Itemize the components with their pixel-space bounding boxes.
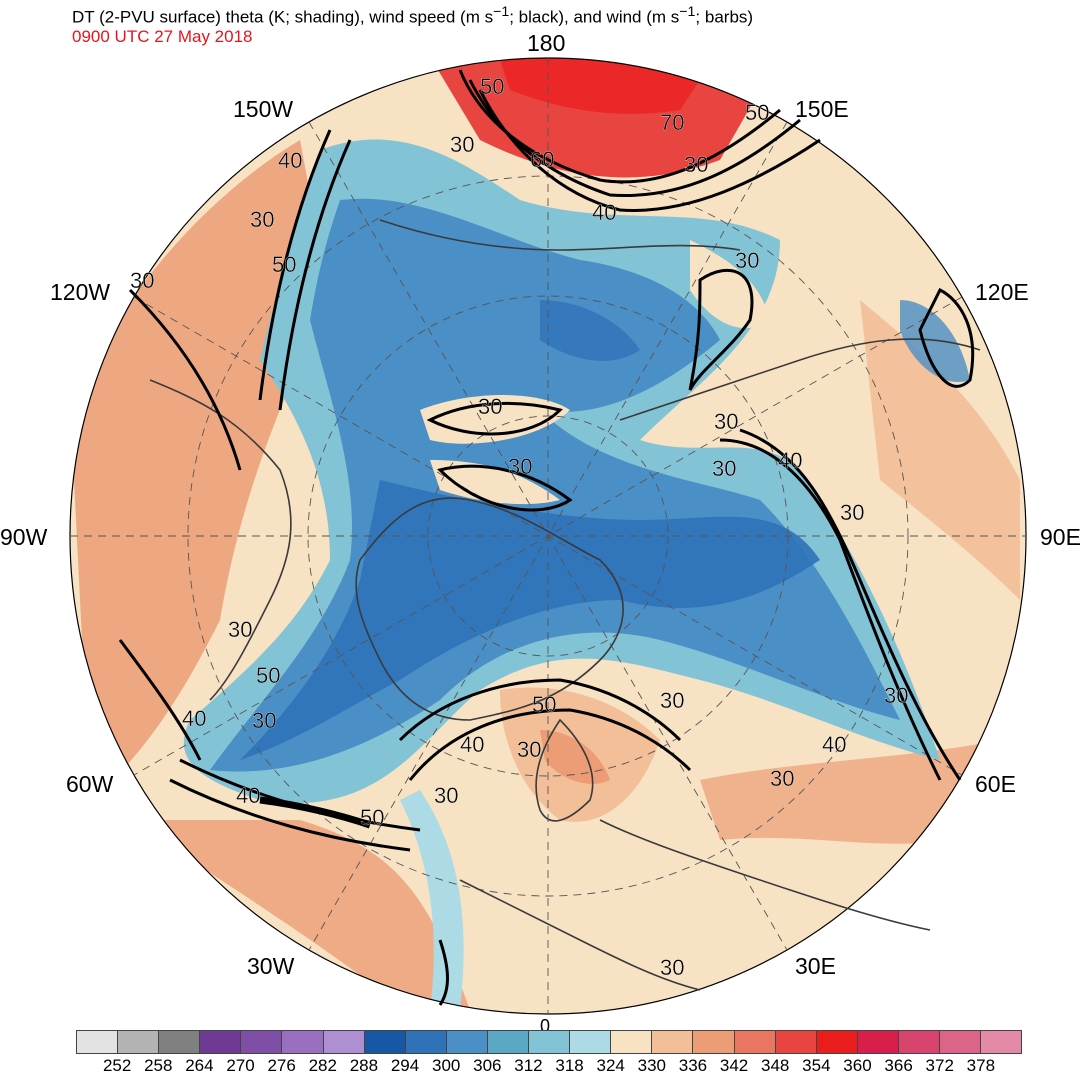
lon-label-60e: 60E — [975, 771, 1016, 797]
colorbar-swatch — [775, 1031, 817, 1053]
contour-label: 30 — [684, 152, 708, 177]
lon-label-30e: 30E — [795, 953, 836, 979]
colorbar-swatch — [241, 1031, 283, 1053]
theta-colorbar — [76, 1030, 1022, 1054]
map-title: DT (2-PVU surface) theta (K; shading), w… — [72, 4, 754, 27]
colorbar-swatch — [693, 1031, 735, 1053]
lon-label-180: 180 — [527, 30, 566, 56]
colorbar-swatch — [652, 1031, 694, 1053]
colorbar-label: 330 — [637, 1056, 666, 1075]
colorbar-swatch — [282, 1031, 324, 1053]
lon-label-90w: 90W — [0, 524, 48, 550]
contour-label: 30 — [770, 766, 794, 791]
contour-label: 30 — [714, 409, 738, 434]
colorbar-label: 318 — [555, 1056, 584, 1075]
colorbar-swatch — [200, 1031, 242, 1053]
colorbar-label: 354 — [802, 1056, 831, 1075]
lon-label-90e: 90E — [1040, 524, 1081, 550]
contour-label: 40 — [778, 448, 802, 473]
contour-label: 60 — [530, 147, 554, 172]
contour-label: 30 — [450, 132, 474, 157]
colorbar-label: 270 — [226, 1056, 255, 1075]
colorbar-swatch — [118, 1031, 160, 1053]
colorbar-label: 372 — [925, 1056, 954, 1075]
contour-labels: 50 30 60 70 50 30 40 40 30 50 30 30 30 3… — [130, 74, 909, 980]
contour-label: 50 — [256, 663, 280, 688]
colorbar-label: 276 — [267, 1056, 296, 1075]
contour-label: 40 — [822, 732, 846, 757]
colorbar-label: 252 — [102, 1056, 132, 1075]
colorbar-label: 282 — [308, 1056, 337, 1075]
lon-label-0: 0 — [540, 1016, 551, 1036]
colorbar-swatch — [405, 1031, 447, 1053]
colorbar-swatch — [487, 1031, 530, 1053]
colorbar-swatch — [816, 1031, 858, 1053]
colorbar-swatch — [159, 1031, 201, 1053]
colorbar-label: 366 — [884, 1056, 913, 1075]
contour-label: 50 — [272, 252, 296, 277]
colorbar-label: 288 — [349, 1056, 379, 1075]
colorbar-label: 294 — [390, 1056, 420, 1075]
contour-label: 50 — [532, 692, 556, 717]
colorbar-swatch — [446, 1031, 488, 1053]
lon-label-150w: 150W — [233, 96, 294, 122]
colorbar-swatch — [857, 1031, 899, 1053]
colorbar-label: 360 — [843, 1056, 872, 1075]
contour-label: 30 — [712, 456, 736, 481]
colorbar-swatch — [734, 1031, 776, 1053]
contour-label: 30 — [508, 454, 532, 479]
contour-label: 40 — [182, 706, 206, 731]
colorbar-swatch — [570, 1031, 612, 1053]
colorbar-label: 264 — [185, 1056, 214, 1075]
colorbar-swatch — [364, 1031, 406, 1053]
lon-label-30w: 30W — [247, 953, 295, 979]
colorbar-labels: 252 258 264 270 276 282 288 294 300 306 312 318 324 3… — [76, 1056, 1022, 1076]
colorbar-label: 348 — [761, 1056, 790, 1075]
contour-label: 40 — [236, 783, 260, 808]
lon-label-120w: 120W — [50, 279, 111, 305]
contour-label: 30 — [735, 248, 759, 273]
contour-label: 30 — [660, 688, 684, 713]
contour-label: 50 — [480, 74, 504, 99]
contour-label: 40 — [592, 200, 616, 225]
colorbar-label: 378 — [966, 1056, 996, 1075]
contour-label: 40 — [278, 148, 302, 173]
lon-label-60w: 60W — [66, 771, 114, 797]
contour-label: 50 — [745, 100, 769, 125]
contour-label: 50 — [360, 805, 384, 830]
colorbar-swatch — [898, 1031, 940, 1053]
contour-label: 70 — [660, 110, 684, 135]
lon-label-120e: 120E — [975, 279, 1029, 305]
colorbar-swatch — [981, 1031, 1022, 1053]
colorbar-label: 306 — [473, 1056, 502, 1075]
contour-label: 40 — [460, 732, 484, 757]
colorbar-swatch — [611, 1031, 653, 1053]
colorbar-swatch — [939, 1031, 982, 1053]
colorbar-label: 324 — [596, 1056, 625, 1075]
contour-label: 30 — [228, 617, 252, 642]
lon-label-150e: 150E — [795, 96, 849, 122]
contour-label: 30 — [840, 500, 864, 525]
colorbar-swatch — [77, 1031, 119, 1053]
contour-label: 30 — [252, 708, 276, 733]
contour-label: 30 — [478, 394, 502, 419]
contour-label: 30 — [884, 683, 908, 708]
valid-time: 0900 UTC 27 May 2018 — [72, 27, 253, 46]
coastlines — [149, 219, 981, 991]
colorbar-label: 336 — [678, 1056, 708, 1075]
colorbar-label: 300 — [431, 1056, 461, 1075]
colorbar-swatch — [323, 1031, 365, 1053]
contour-label: 30 — [130, 268, 154, 293]
contour-label: 30 — [660, 955, 684, 980]
contour-label: 30 — [434, 783, 458, 808]
colorbar-swatch — [529, 1031, 571, 1053]
contour-label: 30 — [517, 737, 541, 762]
colorbar-label: 312 — [514, 1056, 543, 1075]
colorbar-label: 258 — [144, 1056, 173, 1075]
colorbar-label: 342 — [719, 1056, 749, 1075]
wind-speed-contours — [118, 69, 975, 1006]
contour-label: 30 — [250, 207, 274, 232]
